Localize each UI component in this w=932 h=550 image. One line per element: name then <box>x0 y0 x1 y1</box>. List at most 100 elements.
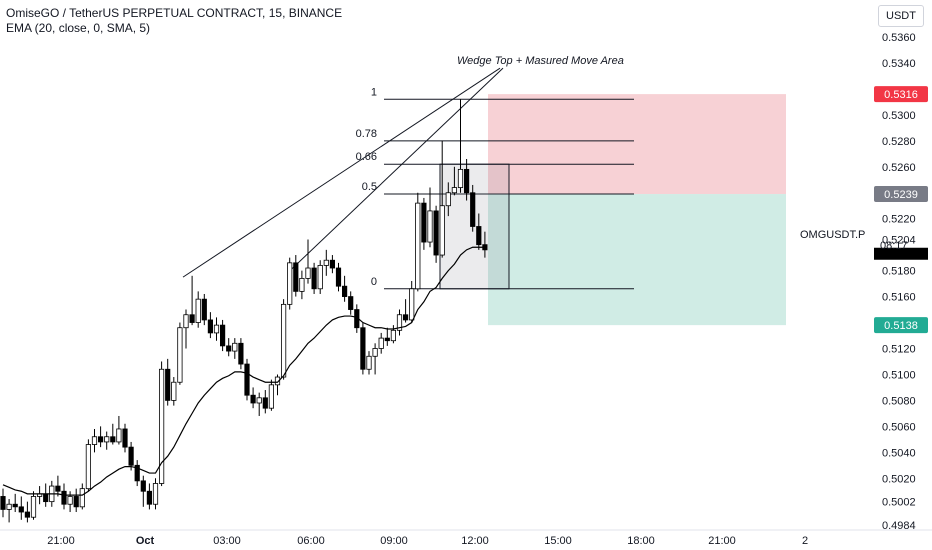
price-tick-label: 0.5220 <box>882 214 916 226</box>
candle-body <box>0 496 6 510</box>
candle-body <box>134 464 140 482</box>
candle-body <box>6 503 12 510</box>
candle-body <box>171 381 177 401</box>
price-tick-label: 0.5300 <box>882 110 916 122</box>
candle-body <box>238 342 244 365</box>
symbol-label: OMGUSDT.P <box>800 229 866 241</box>
candle-body <box>43 493 49 503</box>
candle-body <box>268 384 275 409</box>
price-tick-label: 0.5040 <box>882 447 916 459</box>
fib-level-label: 0.78 <box>356 128 377 140</box>
candle-body <box>116 428 122 443</box>
time-tick-label: 21:00 <box>47 535 75 547</box>
target-zone <box>488 194 786 326</box>
candle-body <box>262 397 268 409</box>
candle-body <box>177 327 183 383</box>
candle-body <box>329 259 336 269</box>
candle-body <box>341 285 348 297</box>
price-tick-label: 0.4984 <box>882 520 916 532</box>
candle-body <box>140 480 146 492</box>
price-tick-label: 0.5340 <box>882 58 916 70</box>
candle-body <box>146 490 152 505</box>
indicator-label: EMA (20, close, 0, SMA, 5) <box>6 21 151 35</box>
candle-body <box>104 436 110 443</box>
candle-body <box>360 327 366 370</box>
price-tick-label: 0.5080 <box>882 395 916 407</box>
candle-body <box>396 314 403 331</box>
candle-body <box>439 205 445 256</box>
price-tick-label: 0.5180 <box>882 266 916 278</box>
candle-body <box>463 168 470 194</box>
candle-body <box>384 337 390 342</box>
time-tick-label: 12:00 <box>461 535 489 547</box>
candle-body <box>317 265 323 290</box>
candle-body <box>207 319 213 334</box>
price-tick-label: 0.5100 <box>882 369 916 381</box>
price-tick-label: 0.5280 <box>882 136 916 148</box>
candle-body <box>402 314 409 321</box>
currency-button[interactable]: USDT <box>878 5 924 27</box>
candle-body <box>348 296 354 310</box>
chart-title: OmiseGO / TetherUS PERPETUAL CONTRACT, 1… <box>6 6 343 20</box>
candle-body <box>232 342 238 352</box>
price-tick-label: 0.5120 <box>882 343 916 355</box>
candle-body <box>378 337 384 349</box>
candle-body <box>91 436 98 445</box>
time-tick-label: 2 <box>802 535 808 547</box>
candle-body <box>311 267 317 290</box>
time-tick-label: 15:00 <box>544 535 572 547</box>
wedge-lower-line <box>289 67 504 271</box>
bar-countdown: 08:17 <box>880 240 908 252</box>
candle-body <box>128 446 134 466</box>
candle-body <box>12 503 18 508</box>
candle-body <box>18 506 24 513</box>
time-tick-label: 09:00 <box>380 535 408 547</box>
candle-body <box>226 345 232 352</box>
fib-level-label: 1 <box>371 86 377 98</box>
candle-body <box>274 376 281 386</box>
candle-body <box>30 496 37 518</box>
candle-body <box>457 168 464 188</box>
candle-body <box>85 444 91 490</box>
candle-body <box>55 485 61 492</box>
candle-body <box>293 262 299 292</box>
price-tick-label: 0.5060 <box>882 421 916 433</box>
current-price-badge <box>874 247 928 260</box>
candle-body <box>61 490 67 505</box>
price-tick-label: 0.5360 <box>882 32 916 44</box>
time-tick-label: Oct <box>136 535 155 547</box>
price-badge-label: 0.5239 <box>884 189 918 201</box>
candle-body <box>122 428 128 448</box>
candle-body <box>24 511 31 518</box>
candle-body <box>219 324 226 347</box>
candle-body <box>73 496 79 508</box>
candle-body <box>158 368 165 484</box>
candle-body <box>280 303 287 378</box>
candle-body <box>305 267 311 279</box>
candle-body <box>152 483 159 505</box>
candle-body <box>287 262 293 305</box>
time-tick-label: 21:00 <box>708 535 736 547</box>
candle-body <box>433 210 439 256</box>
stop-zone <box>488 94 786 195</box>
fib-level-label: 0 <box>371 276 377 288</box>
candle-body <box>390 329 397 342</box>
candle-body <box>250 394 256 404</box>
candle-body <box>67 496 73 505</box>
price-badge <box>874 186 928 203</box>
price-badge <box>874 86 928 103</box>
ema-line <box>2 246 485 496</box>
candle-body <box>189 314 195 323</box>
candle-body <box>372 348 378 357</box>
price-badge <box>874 317 928 334</box>
price-badge-label: 0.5138 <box>884 320 918 332</box>
candle-body <box>409 288 415 321</box>
candle-body <box>256 397 262 404</box>
candle-body <box>445 192 451 207</box>
candle-body <box>110 436 116 443</box>
candle-body <box>299 278 305 292</box>
chart-legend: OmiseGO / TetherUS PERPETUAL CONTRACT, 1… <box>6 6 342 36</box>
candle-body <box>213 324 220 334</box>
candle-body <box>421 202 427 243</box>
